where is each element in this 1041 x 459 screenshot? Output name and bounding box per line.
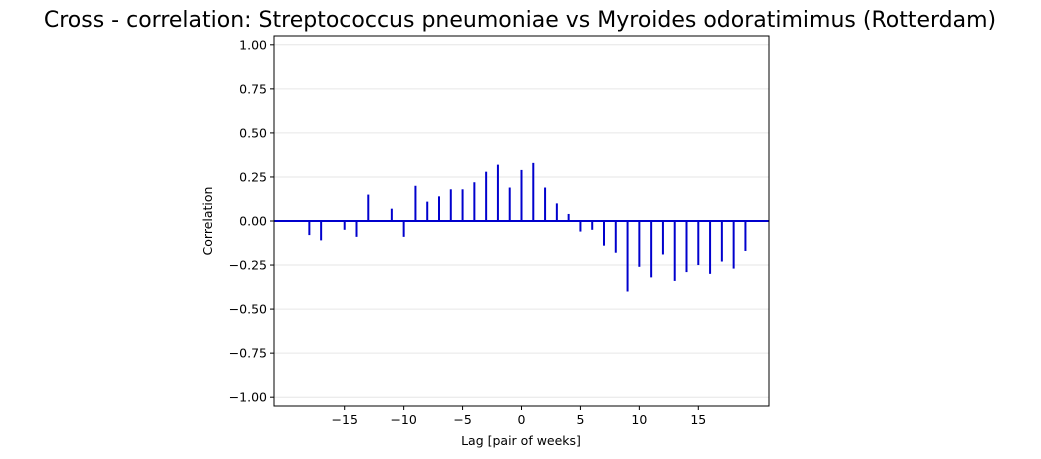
y-tick-label: 0.25 [239, 169, 267, 184]
y-tick-label: −0.75 [229, 346, 267, 361]
x-tick-label: −15 [332, 412, 358, 427]
x-tick-label: −5 [453, 412, 471, 427]
bars [308, 162, 747, 292]
chart-title: Cross - correlation: Streptococcus pneum… [44, 8, 996, 33]
x-axis-label: Lag [pair of weeks] [461, 433, 581, 448]
x-tick-label: 15 [690, 412, 706, 427]
y-tick-label: 0.00 [239, 214, 267, 229]
y-tick-label: −0.25 [229, 258, 267, 273]
x-tick-label: 10 [631, 412, 647, 427]
y-tick-label: −1.00 [229, 390, 267, 405]
y-tick-label: 1.00 [239, 37, 267, 52]
y-tick-label: 0.50 [239, 125, 267, 140]
x-tick-label: −10 [390, 412, 416, 427]
y-axis-label: Correlation [200, 187, 215, 256]
y-axis-ticks: −1.00 −0.75 −0.50 −0.25 0.00 0.25 0.50 0.75 1.00 [229, 37, 274, 405]
x-tick-label: 5 [576, 412, 584, 427]
x-tick-label: 0 [518, 412, 526, 427]
y-tick-label: 0.75 [239, 81, 267, 96]
y-tick-label: −0.50 [229, 302, 267, 317]
x-axis-ticks: −15 −10 −5 0 5 10 15 [332, 406, 706, 427]
